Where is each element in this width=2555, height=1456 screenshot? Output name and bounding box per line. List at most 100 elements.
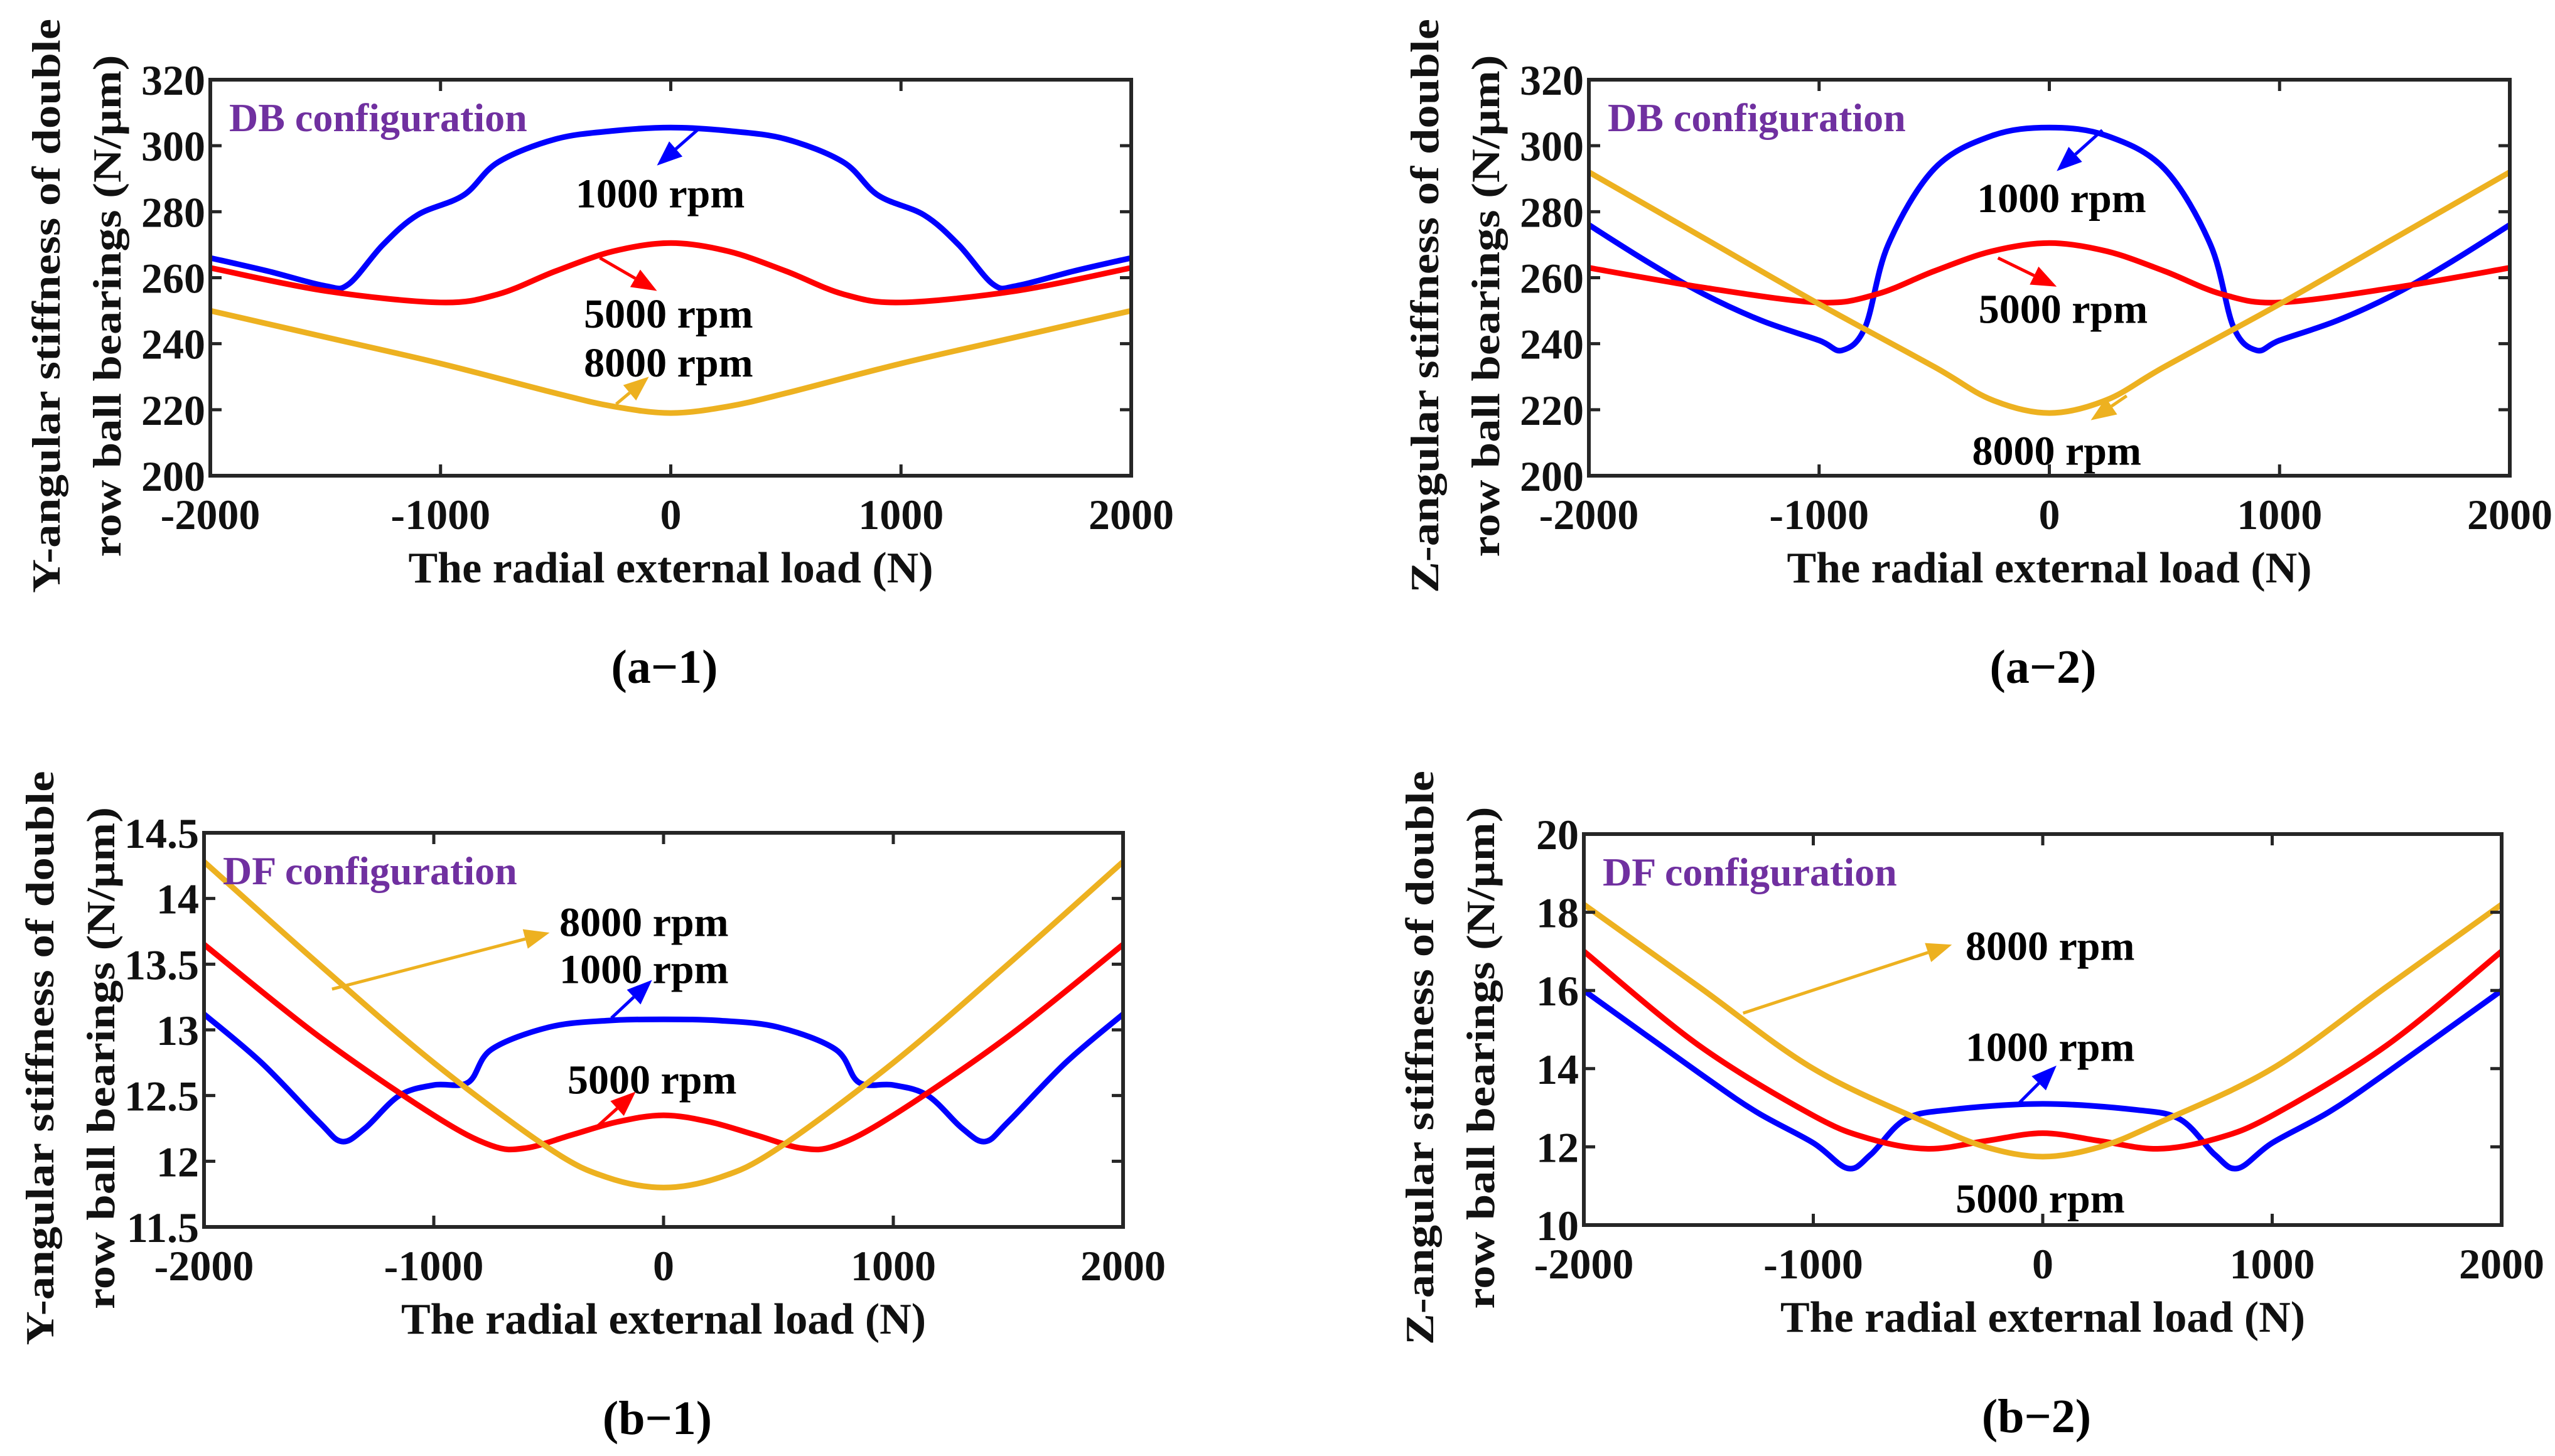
annotation-arrowhead xyxy=(2090,397,2117,420)
y-tick-label: 280 xyxy=(1520,188,1584,236)
y-axis-label: row ball bearings (N/μm) xyxy=(85,55,129,557)
y-axis-label: row ball bearings (N/μm) xyxy=(1463,55,1508,557)
annotation-arrowhead xyxy=(657,141,683,166)
annotation-label: 8000 rpm xyxy=(584,340,753,386)
annotation-arrow xyxy=(331,937,526,991)
series-line-8000-rpm xyxy=(202,859,1125,1191)
y-tick-label: 11.5 xyxy=(127,1204,199,1251)
panel-label: (a−2) xyxy=(1990,641,2097,693)
y-axis-label: Y-angular stiffness of double xyxy=(18,771,62,1346)
x-tick-label: 0 xyxy=(2039,491,2060,538)
annotation-arrow xyxy=(674,126,702,151)
x-tick-label: 2000 xyxy=(1080,1242,1166,1290)
configuration-label: DB configuration xyxy=(229,95,527,140)
y-tick-label: 300 xyxy=(141,122,205,170)
annotation-label: 8000 rpm xyxy=(1972,428,2141,474)
panel-label: (a−1) xyxy=(611,641,718,693)
y-tick-label: 18 xyxy=(1536,889,1579,937)
x-tick-label: -1000 xyxy=(1763,1240,1863,1288)
series-line-8000-rpm xyxy=(1582,902,2504,1160)
annotation-label: 1000 rpm xyxy=(576,171,745,217)
y-tick-label: 320 xyxy=(1520,56,1584,104)
x-axis-label: The radial external load (N) xyxy=(401,1295,926,1344)
y-axis-label: Z-angular stiffness of double xyxy=(1397,771,1442,1345)
x-tick-label: -2000 xyxy=(154,1242,254,1290)
annotation-arrow xyxy=(594,1107,618,1130)
x-axis-label: The radial external load (N) xyxy=(408,544,933,592)
x-tick-label: 2000 xyxy=(1089,491,1174,538)
x-tick-label: -1000 xyxy=(384,1242,484,1290)
series-line-5000-rpm xyxy=(1582,949,2504,1152)
annotation-label: 5000 rpm xyxy=(584,291,753,337)
y-tick-label: 16 xyxy=(1536,967,1579,1015)
panel-label: (b−1) xyxy=(603,1392,712,1445)
annotation-arrowhead xyxy=(2031,1065,2057,1091)
annotation-arrow xyxy=(1742,951,1929,1015)
series-line-5000-rpm xyxy=(210,240,1132,306)
x-axis-label: The radial external load (N) xyxy=(1780,1293,2305,1342)
annotation-arrow xyxy=(2074,129,2104,156)
y-tick-label: 13 xyxy=(156,1007,199,1054)
annotation-label: 1000 rpm xyxy=(1966,1025,2134,1071)
series-line-1000-rpm xyxy=(209,124,1132,292)
y-tick-label: 10 xyxy=(1536,1202,1579,1250)
x-tick-label: -1000 xyxy=(1769,491,1869,538)
annotation-label: 1000 rpm xyxy=(559,947,728,993)
series-line-1000-rpm xyxy=(1582,988,2504,1172)
annotation-arrowhead xyxy=(1925,943,1952,962)
annotation-arrow xyxy=(2016,1082,2040,1106)
panel-b-1: -2000 -1000 0 1000 2000 11.5 12 12.5 13 13.5 14 14.… xyxy=(18,771,1166,1445)
annotation-label: 8000 rpm xyxy=(1966,923,2134,969)
annotation-label: 8000 rpm xyxy=(559,899,728,945)
series-line-8000-rpm xyxy=(1587,169,2512,416)
y-tick-label: 13.5 xyxy=(124,941,199,988)
annotation-arrow xyxy=(615,392,631,405)
annotation-arrowhead xyxy=(522,929,550,949)
series-line-8000-rpm xyxy=(209,308,1132,416)
series-line-1000-rpm xyxy=(202,1012,1125,1145)
x-tick-label: 0 xyxy=(2032,1240,2053,1288)
annotation-arrow xyxy=(610,995,635,1019)
y-tick-label: 12.5 xyxy=(124,1073,199,1120)
y-tick-label: 200 xyxy=(141,452,205,500)
y-tick-label: 14.5 xyxy=(124,810,199,857)
x-tick-label: 1000 xyxy=(2230,1240,2315,1288)
y-axis-label: Y-angular stiffness of double xyxy=(24,19,68,593)
annotation-arrow xyxy=(1997,256,2035,277)
x-tick-label: -2000 xyxy=(1539,491,1639,538)
annotation-arrow xyxy=(2111,394,2128,408)
y-tick-label: 300 xyxy=(1520,122,1584,170)
y-tick-label: 14 xyxy=(156,875,199,923)
annotation-label: 5000 rpm xyxy=(1955,1176,2124,1222)
annotation-arrowhead xyxy=(610,1091,636,1116)
y-tick-label: 280 xyxy=(141,188,205,236)
x-tick-label: 0 xyxy=(653,1242,674,1290)
annotation-label: 5000 rpm xyxy=(1979,286,2148,332)
configuration-label: DB configuration xyxy=(1608,95,1906,140)
y-tick-label: 14 xyxy=(1536,1046,1579,1093)
series-line-5000-rpm xyxy=(202,942,1125,1153)
y-tick-label: 20 xyxy=(1536,811,1579,859)
annotation-arrowhead xyxy=(627,980,652,1005)
x-tick-label: 1000 xyxy=(851,1242,936,1290)
annotation-arrowhead xyxy=(623,377,649,401)
y-tick-label: 260 xyxy=(1520,255,1584,302)
x-tick-label: -1000 xyxy=(390,491,490,538)
y-tick-label: 200 xyxy=(1520,452,1584,500)
y-axis-label: Z-angular stiffness of double xyxy=(1402,19,1447,593)
series-line-5000-rpm xyxy=(1588,240,2510,306)
y-tick-label: 240 xyxy=(1520,321,1584,368)
y-tick-label: 12 xyxy=(1536,1123,1579,1171)
configuration-label: DF configuration xyxy=(223,848,517,893)
x-tick-label: -2000 xyxy=(161,491,261,538)
y-tick-label: 320 xyxy=(141,56,205,104)
annotation-arrowhead xyxy=(2057,147,2082,171)
y-axis-label: row ball bearings (N/μm) xyxy=(78,807,123,1309)
annotation-arrowhead xyxy=(2030,266,2057,287)
x-axis-label: The radial external load (N) xyxy=(1787,544,2311,592)
panel-label: (b−2) xyxy=(1982,1390,2091,1443)
x-tick-label: 2000 xyxy=(2467,491,2552,538)
annotation-arrowhead xyxy=(630,269,657,291)
x-tick-label: 1000 xyxy=(858,491,944,538)
y-axis-label: row ball bearings (N/μm) xyxy=(1458,807,1503,1309)
